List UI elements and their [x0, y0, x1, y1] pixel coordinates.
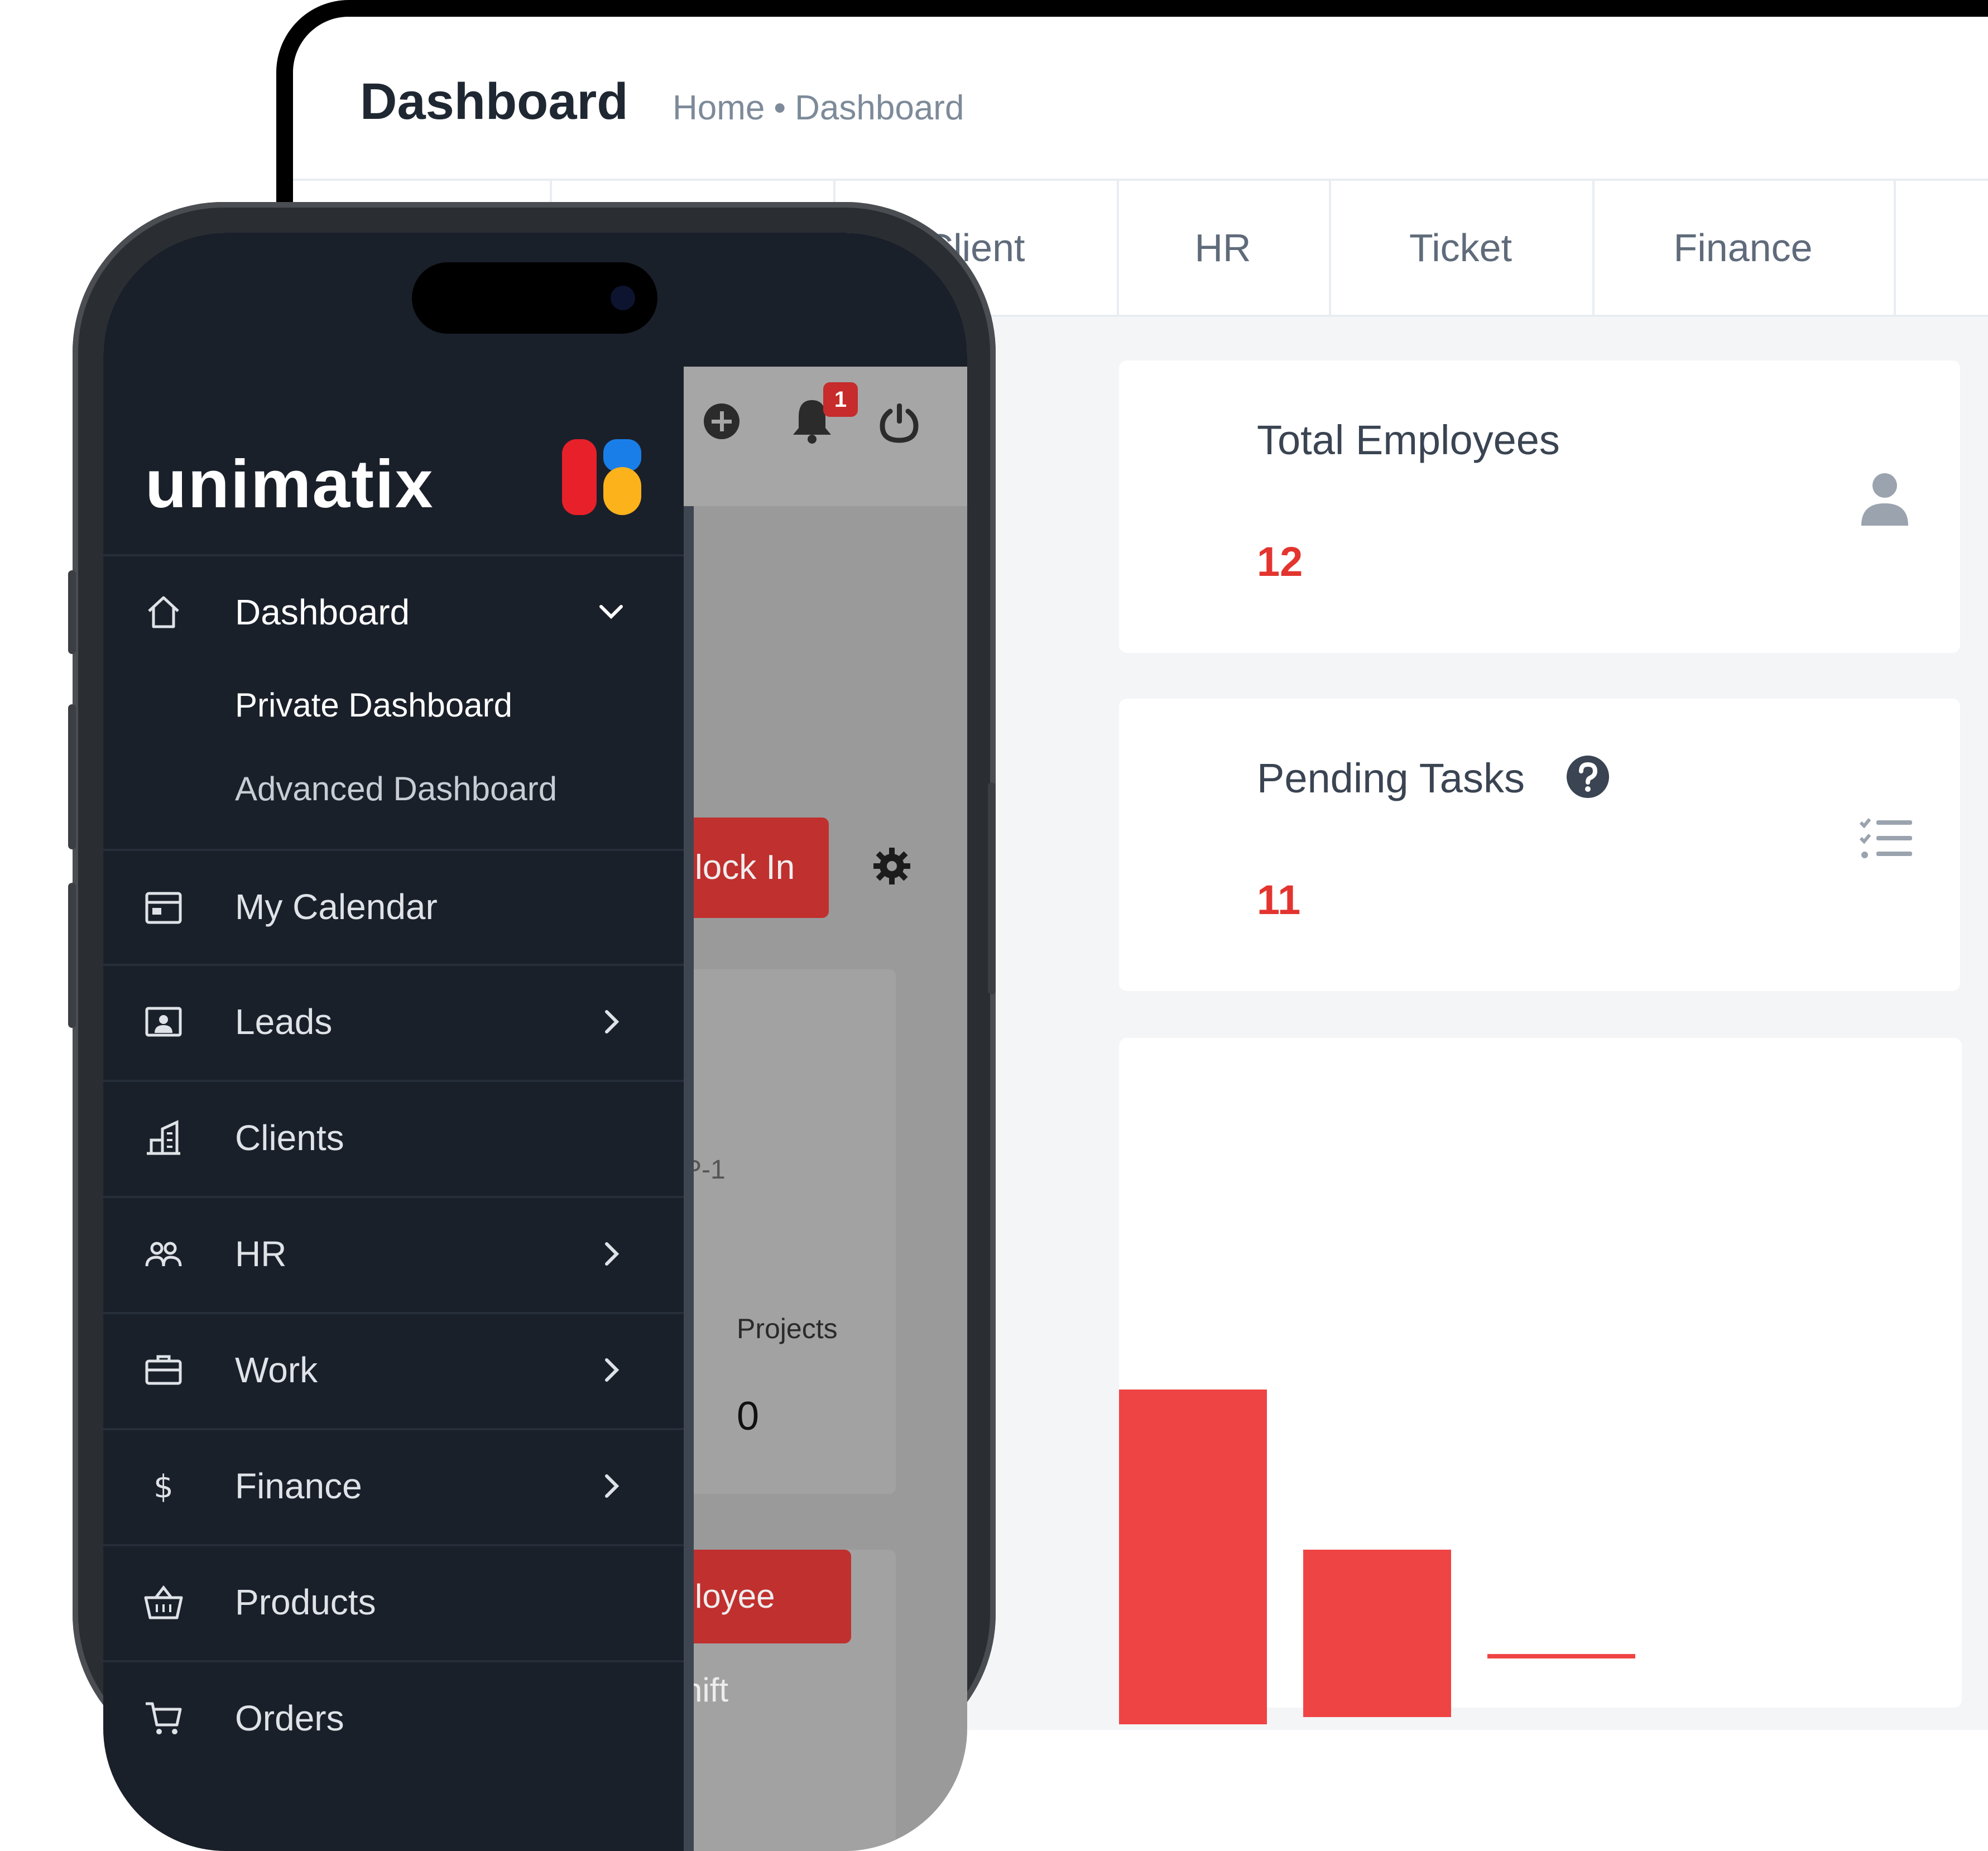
task-list-icon — [1859, 818, 1912, 858]
sidebar-item-label: Dashboard — [235, 592, 410, 632]
chart-bar-3 — [1487, 1654, 1635, 1658]
sidebar-item-orders[interactable]: Orders — [103, 1662, 684, 1774]
sidebar-divider — [103, 1428, 684, 1430]
projects-value: 0 — [737, 1394, 760, 1439]
card-value: 12 — [1257, 539, 1303, 585]
breadcrumb-current: Dashboard — [795, 89, 964, 127]
briefcase-icon — [145, 1355, 182, 1385]
chevron-right-icon — [605, 1474, 620, 1498]
sidebar-divider — [103, 1196, 684, 1198]
tab-finance[interactable]: Finance — [1592, 181, 1896, 315]
sidebar-item-hr[interactable]: HR — [103, 1198, 684, 1310]
sidebar-divider — [103, 1312, 684, 1314]
chevron-down-icon — [599, 605, 623, 619]
card-title: Total Employees — [1257, 417, 1560, 463]
phone-screen: 1 lock In P-1 Projects 0 loyee Shift — [103, 233, 967, 1851]
sidebar-scrollbar[interactable] — [684, 506, 694, 1851]
sidebar-item-dashboard[interactable]: Dashboard — [103, 556, 684, 668]
projects-label: Projects — [737, 1313, 838, 1344]
sidebar-divider — [103, 964, 684, 966]
card-value: 11 — [1257, 877, 1301, 923]
basket-icon — [144, 1585, 183, 1619]
cart-icon — [146, 1702, 182, 1734]
card-total-employees[interactable]: Total Employees 12 — [1200, 360, 1960, 653]
tab-hr[interactable]: HR — [1117, 181, 1331, 315]
gear-icon[interactable] — [873, 848, 910, 884]
sidebar-item-leads[interactable]: Leads — [103, 966, 684, 1078]
sidebar-item-label: Work — [235, 1350, 318, 1390]
breadcrumb: Home • Dashboard — [673, 88, 964, 128]
sidebar-item-products[interactable]: Products — [103, 1546, 684, 1658]
sidebar-item-label: Leads — [235, 1002, 333, 1042]
logo-text: unimatix — [145, 446, 434, 522]
bell-icon[interactable] — [791, 397, 833, 444]
breadcrumb-separator: • — [774, 89, 786, 127]
help-icon[interactable] — [1566, 754, 1610, 799]
sidebar-item-my-calendar[interactable]: My Calendar — [103, 851, 684, 963]
dynamic-island — [412, 262, 657, 334]
logo-mark-icon — [562, 439, 641, 515]
sidebar-item-label: HR — [235, 1234, 287, 1274]
id-card-icon — [145, 1007, 182, 1037]
tab-ticket[interactable]: Ticket — [1329, 181, 1595, 315]
dollar-icon: $ — [153, 1469, 174, 1505]
sidebar-item-work[interactable]: Work — [103, 1314, 684, 1426]
sidebar: unimatix Dashboard Private Dashboard Adv… — [103, 367, 694, 1851]
phone-side-button — [988, 782, 996, 994]
phone-side-button — [68, 570, 76, 654]
notification-badge: 1 — [823, 382, 858, 417]
card-title: Pending Tasks — [1257, 755, 1525, 801]
chart-bar-1 — [1119, 1390, 1267, 1724]
sidebar-item-label: Finance — [235, 1466, 362, 1506]
sidebar-divider — [103, 1544, 684, 1546]
add-icon[interactable] — [702, 401, 742, 441]
sidebar-item-label: Products — [235, 1582, 376, 1622]
sidebar-item-label: My Calendar — [235, 887, 438, 927]
chart-bar-2 — [1303, 1550, 1451, 1717]
chart-panel — [1119, 1038, 1962, 1724]
breadcrumb-home[interactable]: Home — [673, 89, 765, 127]
power-icon[interactable] — [879, 401, 919, 444]
sidebar-item-clients[interactable]: Clients — [103, 1082, 684, 1194]
phone-side-button — [68, 883, 76, 1028]
sidebar-item-label: Clients — [235, 1118, 344, 1158]
camera-icon — [611, 286, 635, 310]
home-icon — [148, 596, 179, 628]
chevron-right-icon — [605, 1010, 620, 1033]
chevron-right-icon — [605, 1242, 620, 1266]
calendar-icon — [145, 892, 182, 924]
sidebar-subitem-advanced-dashboard[interactable]: Advanced Dashboard — [235, 770, 558, 807]
building-icon — [147, 1120, 180, 1155]
sidebar-divider — [103, 1080, 684, 1082]
sidebar-divider — [103, 849, 684, 851]
info-panel — [661, 969, 896, 1494]
user-icon — [1861, 473, 1908, 526]
sidebar-item-finance[interactable]: $ Finance — [103, 1430, 684, 1542]
svg-text:$: $ — [153, 1469, 174, 1505]
sidebar-subitem-private-dashboard[interactable]: Private Dashboard — [235, 686, 512, 724]
chevron-right-icon — [605, 1358, 620, 1382]
phone-side-button — [68, 704, 76, 849]
page-title: Dashboard — [360, 73, 628, 130]
sidebar-item-label: Orders — [235, 1698, 344, 1738]
sidebar-divider — [103, 554, 684, 556]
phone-frame: 1 lock In P-1 Projects 0 loyee Shift — [68, 202, 996, 1851]
card-pending-tasks[interactable]: Pending Tasks 11 — [1200, 699, 1960, 991]
top-bar: Dashboard Home • Dashboard — [293, 17, 1988, 181]
users-icon — [145, 1242, 182, 1267]
